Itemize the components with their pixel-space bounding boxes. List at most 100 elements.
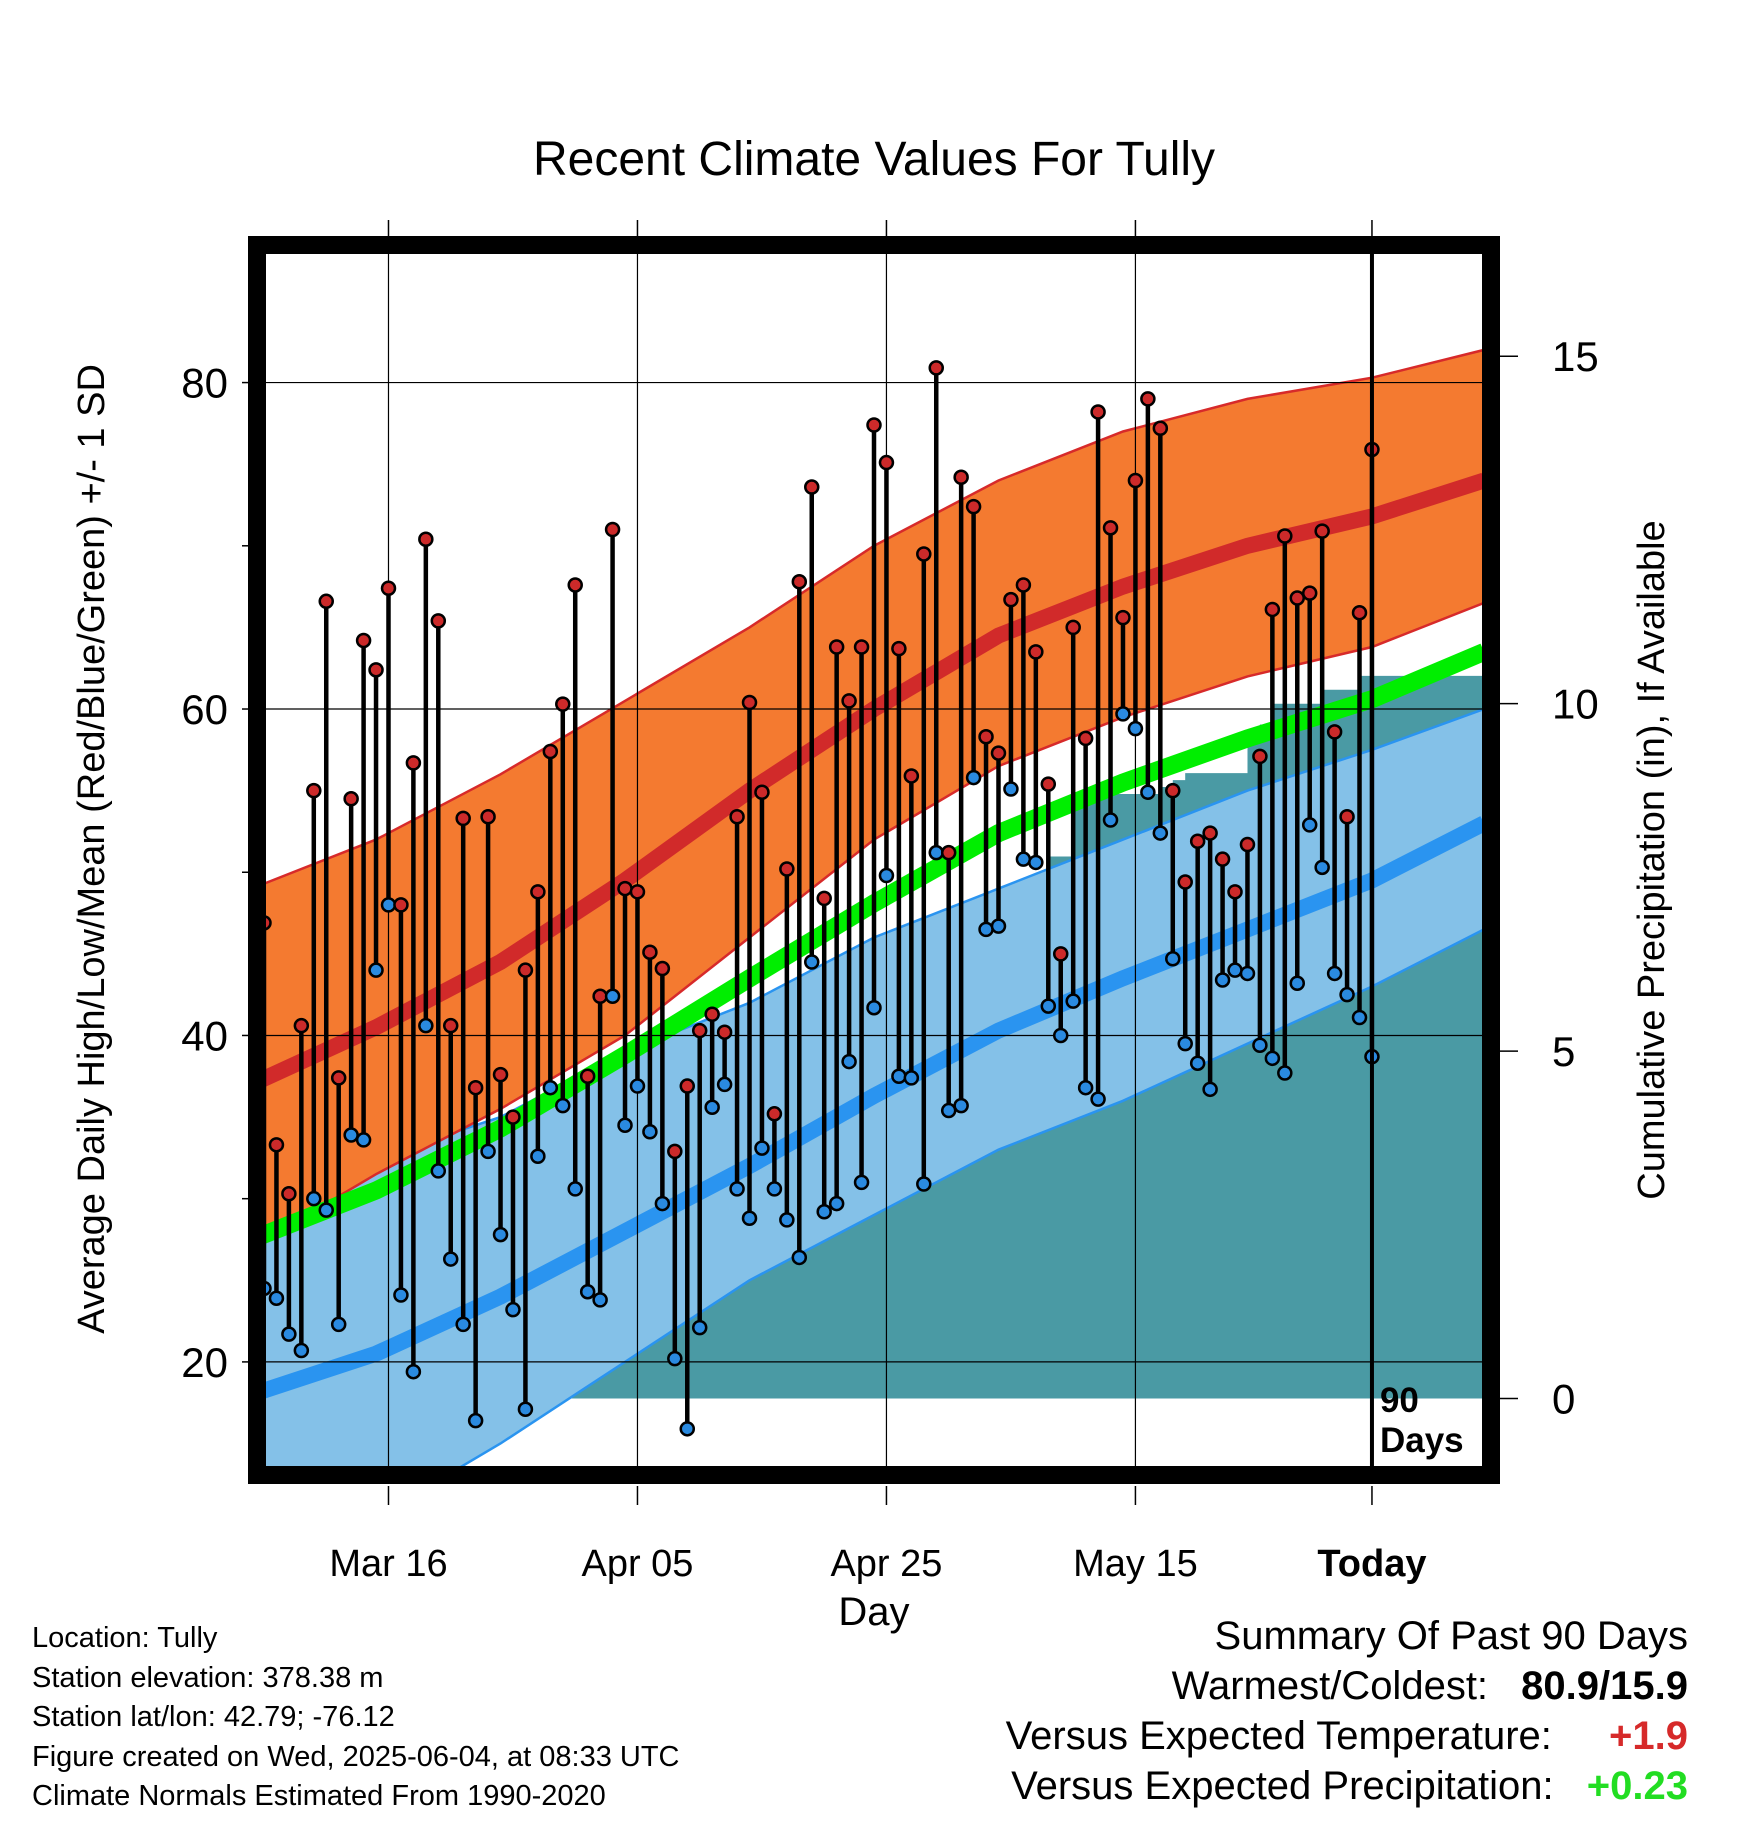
daily-high-point	[642, 944, 658, 960]
daily-low-point	[467, 1412, 484, 1429]
daily-high-point	[1189, 833, 1206, 849]
daily-low-point	[1326, 965, 1343, 982]
right-tick-label: 0	[1552, 1376, 1575, 1423]
daily-low-point	[891, 1068, 907, 1085]
daily-high-point	[691, 1022, 708, 1039]
daily-high-point	[368, 662, 384, 678]
daily-high-point	[1227, 884, 1243, 900]
daily-low-point	[368, 962, 384, 978]
summary-temp-value: +1.9	[1609, 1714, 1688, 1758]
daily-low-point	[567, 1181, 583, 1197]
daily-high-point	[940, 844, 957, 861]
summary-precip-label: Versus Expected Precipitation:	[1011, 1764, 1554, 1808]
x-axis-title: Day	[838, 1590, 910, 1634]
daily-high-point	[891, 640, 907, 657]
daily-low-point	[1351, 1009, 1368, 1026]
summary-temp: Versus Expected Temperature: +1.9	[1006, 1714, 1688, 1759]
daily-low-point	[1152, 825, 1169, 841]
daily-high-point	[480, 808, 496, 825]
daily-high-point	[567, 577, 583, 593]
daily-high-point	[604, 521, 621, 538]
daily-low-point	[1252, 1037, 1268, 1054]
today-label-line2: Days	[1380, 1421, 1464, 1460]
daily-low-point	[654, 1195, 671, 1212]
summary-precip: Versus Expected Precipitation: +0.23	[1011, 1764, 1688, 1809]
daily-low-point	[965, 769, 982, 786]
low-mean-line	[264, 816, 1484, 1399]
daily-high-point	[1115, 609, 1131, 626]
daily-high-point	[779, 861, 795, 877]
daily-low-point	[430, 1163, 447, 1179]
daily-low-point	[480, 1143, 496, 1160]
daily-low-point	[530, 1148, 546, 1164]
daily-low-point	[380, 897, 397, 913]
daily-low-point	[555, 1097, 571, 1114]
daily-high-point	[306, 782, 322, 799]
daily-high-point	[1239, 836, 1256, 853]
daily-low-point	[455, 1316, 471, 1333]
daily-low-point	[1140, 784, 1156, 801]
daily-high-point	[1202, 825, 1218, 841]
daily-low-point	[293, 1342, 310, 1359]
daily-high-point	[1339, 808, 1355, 825]
daily-low-point	[754, 1140, 770, 1156]
daily-low-point	[1065, 993, 1081, 1009]
daily-low-point	[990, 918, 1007, 934]
daily-high-point	[1127, 472, 1144, 489]
daily-high-point	[343, 791, 359, 807]
daily-high-point	[629, 884, 646, 900]
daily-low-point	[604, 988, 621, 1005]
daily-low-point	[1127, 720, 1144, 737]
daily-high-point	[592, 988, 608, 1005]
daily-low-point	[330, 1316, 347, 1333]
daily-low-point	[866, 999, 882, 1016]
summary-heading: Summary Of Past 90 Days	[1214, 1614, 1688, 1658]
daily-low-point	[281, 1326, 297, 1342]
daily-low-point	[1239, 965, 1256, 982]
daily-high-point	[1177, 874, 1193, 890]
daily-high-point	[281, 1186, 297, 1202]
daily-high-point	[405, 755, 422, 771]
daily-high-point	[1015, 577, 1032, 593]
summary-warm-cold-value: 80.9/15.9	[1521, 1664, 1688, 1708]
daily-high-point	[293, 1017, 310, 1034]
daily-high-point	[1301, 585, 1318, 601]
daily-low-point	[741, 1210, 758, 1227]
daily-high-point	[816, 890, 832, 907]
daily-low-point	[418, 1017, 434, 1034]
daily-low-point	[679, 1421, 696, 1437]
summary-precip-value: +0.23	[1586, 1764, 1688, 1808]
today-label-line1: 90	[1380, 1381, 1419, 1420]
info-created: Figure created on Wed, 2025-06-04, at 08…	[32, 1741, 680, 1773]
daily-low-point	[704, 1099, 720, 1116]
daily-low-point	[1102, 812, 1119, 828]
daily-low-point	[841, 1053, 857, 1070]
info-location: Location: Tully	[32, 1622, 218, 1654]
left-tick-label: 40	[181, 1012, 228, 1059]
daily-low-point	[405, 1363, 422, 1380]
daily-high-point	[1077, 730, 1094, 747]
daily-low-point	[492, 1226, 509, 1243]
daily-low-point	[1227, 962, 1243, 978]
daily-high-point	[766, 1106, 783, 1122]
daily-high-point	[517, 962, 534, 978]
daily-low-point	[1115, 706, 1131, 722]
daily-high-point	[318, 593, 334, 610]
daily-low-point	[592, 1292, 608, 1308]
summary-warm-cold: Warmest/Coldest: 80.9/15.9	[1172, 1664, 1688, 1709]
daily-low-point	[318, 1202, 334, 1218]
info-elevation: Station elevation: 378.38 m	[32, 1662, 384, 1694]
daily-low-point	[853, 1174, 870, 1191]
daily-high-point	[841, 693, 857, 709]
daily-high-point	[965, 498, 982, 515]
daily-low-point	[442, 1251, 459, 1267]
daily-high-point	[1277, 528, 1293, 544]
daily-high-point	[916, 546, 932, 562]
daily-low-point	[1090, 1091, 1106, 1107]
daily-high-point	[1040, 776, 1057, 792]
daily-low-point	[978, 921, 994, 938]
daily-low-point	[816, 1203, 832, 1220]
daily-low-point	[542, 1079, 559, 1096]
daily-low-point	[953, 1097, 969, 1114]
